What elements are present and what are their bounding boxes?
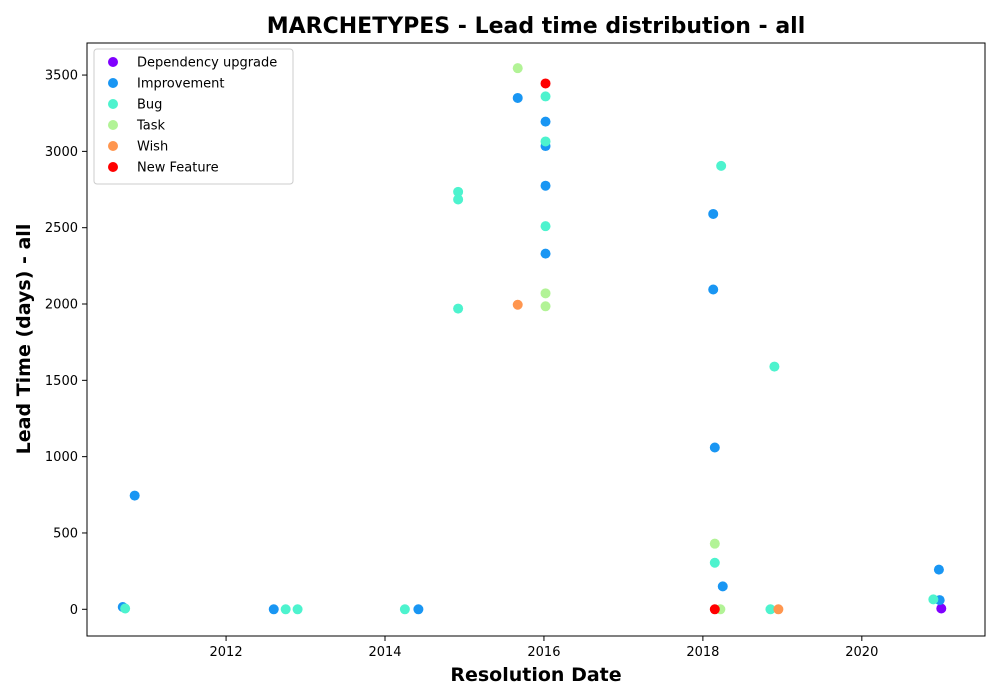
legend-marker (108, 162, 118, 172)
legend-marker (108, 99, 118, 109)
data-point (936, 603, 947, 614)
data-point (773, 604, 784, 615)
y-tick-label: 1500 (45, 374, 78, 389)
x-axis-ticks: 2012 2014 2016 2018 2020 (210, 636, 878, 660)
y-axis-ticks: 0 500 1000 1500 2000 2500 3000 3500 (45, 69, 87, 618)
data-point (708, 284, 719, 295)
data-point (512, 63, 523, 74)
y-tick-label: 2500 (45, 221, 78, 236)
legend-label: Improvement (137, 77, 224, 92)
x-tick-label: 2016 (527, 645, 560, 660)
legend-box (93, 48, 294, 185)
legend-marker (108, 78, 118, 88)
chart-title: MARCHETYPES - Lead time distribution - a… (267, 14, 806, 39)
x-tick-label: 2012 (210, 645, 243, 660)
legend-marker (108, 57, 118, 67)
data-point (453, 194, 464, 205)
data-point (716, 160, 727, 171)
data-point (540, 136, 551, 147)
x-tick-label: 2018 (686, 645, 719, 660)
data-point (708, 208, 719, 219)
legend-marker (108, 141, 118, 151)
data-point (540, 116, 551, 127)
data-point (413, 604, 424, 615)
y-tick-label: 3500 (45, 69, 78, 84)
data-point (399, 604, 410, 615)
data-point (765, 604, 776, 615)
data-point (540, 301, 551, 312)
legend-marker (108, 120, 118, 130)
data-point (540, 221, 551, 232)
data-point (512, 299, 523, 310)
plot-frame (86, 42, 986, 637)
y-axis-label: Lead Time (days) - all (13, 224, 35, 455)
data-point (709, 557, 720, 568)
data-point (928, 594, 939, 605)
legend-label: New Feature (137, 161, 219, 176)
data-point (933, 564, 944, 575)
data-point (453, 186, 464, 197)
data-point (717, 581, 728, 592)
data-point (280, 604, 291, 615)
data-point (540, 78, 551, 89)
legend: Dependency upgrade Improvement Bug Task Wish… (93, 48, 294, 185)
data-point (120, 603, 131, 614)
data-point (709, 442, 720, 453)
legend-label: Dependency upgrade (137, 56, 277, 71)
plot-area (117, 63, 947, 615)
data-point (512, 92, 523, 103)
y-tick-label: 3000 (45, 145, 78, 160)
data-point (540, 288, 551, 299)
data-point (268, 604, 279, 615)
x-axis-label: Resolution Date (450, 664, 621, 686)
y-tick-label: 1000 (45, 450, 78, 465)
y-tick-label: 500 (53, 526, 78, 541)
data-point (769, 361, 780, 372)
data-point (540, 180, 551, 191)
x-tick-label: 2020 (845, 645, 878, 660)
data-point (540, 91, 551, 102)
data-point (129, 490, 140, 501)
legend-label: Bug (137, 98, 162, 113)
y-tick-label: 2000 (45, 298, 78, 313)
y-tick-label: 0 (70, 603, 78, 618)
data-point (292, 604, 303, 615)
data-point (540, 248, 551, 259)
data-point (709, 604, 720, 615)
data-point (709, 538, 720, 549)
x-tick-label: 2014 (368, 645, 401, 660)
legend-label: Task (136, 119, 166, 134)
data-point (453, 303, 464, 314)
legend-label: Wish (137, 140, 168, 155)
